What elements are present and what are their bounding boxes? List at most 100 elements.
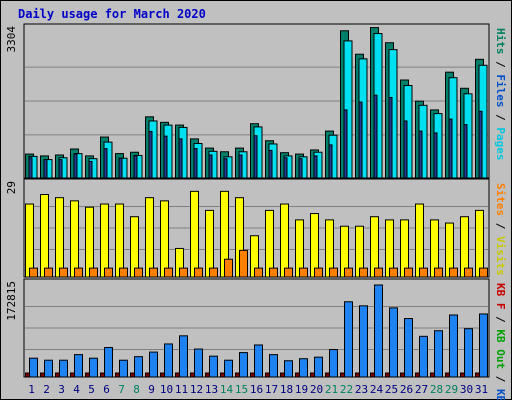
x-tick-label: 21 bbox=[325, 383, 338, 396]
x-tick-label: 29 bbox=[445, 383, 458, 396]
bar-kb-in bbox=[404, 318, 413, 378]
bar-sites bbox=[314, 267, 323, 278]
bar-kb-in bbox=[224, 359, 233, 378]
bar-kb-in bbox=[74, 354, 83, 378]
bar-files bbox=[73, 153, 78, 179]
bar-kb-in bbox=[419, 335, 428, 378]
bar-sites bbox=[299, 267, 308, 278]
bar-files bbox=[433, 132, 438, 179]
bar-visits bbox=[40, 194, 49, 278]
x-tick-label: 16 bbox=[250, 383, 263, 396]
bar-visits bbox=[310, 213, 319, 278]
bar-visits bbox=[190, 190, 199, 278]
bar-files bbox=[268, 149, 273, 179]
bar-sites bbox=[104, 267, 113, 278]
bar-visits bbox=[145, 197, 154, 278]
bar-kb-in bbox=[254, 344, 263, 378]
bar-sites bbox=[449, 267, 458, 278]
bar-sites bbox=[179, 267, 188, 278]
x-tick-label: 27 bbox=[415, 383, 428, 396]
x-tick-label: 30 bbox=[460, 383, 473, 396]
bar-sites bbox=[329, 267, 338, 278]
bar-files bbox=[298, 158, 303, 179]
bar-visits bbox=[280, 203, 289, 278]
bar-sites bbox=[434, 267, 443, 278]
x-tick-label: 4 bbox=[73, 383, 80, 396]
x-tick-label: 2 bbox=[43, 383, 50, 396]
bar-files bbox=[133, 155, 138, 179]
bar-kb-in bbox=[209, 355, 218, 378]
bar-files bbox=[28, 157, 33, 179]
legend-entry: / bbox=[494, 108, 507, 128]
bar-sites bbox=[119, 267, 128, 278]
bar-kb-in bbox=[59, 359, 68, 378]
bar-sites bbox=[359, 267, 368, 278]
bar-sites bbox=[269, 267, 278, 278]
x-tick-label: 24 bbox=[370, 383, 384, 396]
x-tick-label: 26 bbox=[400, 383, 413, 396]
bar-kb-in bbox=[359, 305, 368, 378]
x-tick-label: 23 bbox=[355, 383, 368, 396]
bar-kb-in bbox=[89, 357, 98, 378]
x-tick-label: 7 bbox=[118, 383, 125, 396]
x-tick-label: 15 bbox=[235, 383, 248, 396]
legend-entry: Sites bbox=[494, 183, 507, 216]
bar-files bbox=[43, 159, 48, 179]
x-tick-label: 19 bbox=[295, 383, 308, 396]
bar-kb-in bbox=[164, 343, 173, 378]
legend-1: Hits / Files / Pages bbox=[494, 28, 507, 161]
legend-entry: KB F bbox=[494, 283, 507, 310]
bar-sites bbox=[149, 267, 158, 278]
bar-sites bbox=[89, 267, 98, 278]
bar-files bbox=[238, 154, 243, 179]
bar-files bbox=[358, 101, 363, 179]
bar-files bbox=[178, 138, 183, 179]
bar-visits bbox=[25, 203, 34, 278]
x-tick-label: 1 bbox=[28, 383, 35, 396]
bar-visits bbox=[55, 197, 64, 278]
bar-visits bbox=[265, 209, 274, 278]
x-tick-label: 28 bbox=[430, 383, 443, 396]
bar-kb-in bbox=[119, 359, 128, 378]
bar-files bbox=[448, 118, 453, 179]
bar-files bbox=[253, 135, 258, 179]
bar-visits bbox=[115, 203, 124, 278]
x-tick-label: 25 bbox=[385, 383, 398, 396]
bar-sites bbox=[224, 258, 233, 278]
legend-entry: KB In bbox=[494, 389, 507, 400]
bar-visits bbox=[70, 200, 79, 278]
bar-files bbox=[58, 159, 63, 179]
legend-2: Sites / Visits bbox=[494, 183, 507, 276]
bar-sites bbox=[404, 267, 413, 278]
bar-kb-in bbox=[179, 335, 188, 378]
bar-files bbox=[418, 130, 423, 179]
panel2-ymax-label: 29 bbox=[5, 181, 18, 194]
x-tick-label: 3 bbox=[58, 383, 65, 396]
bar-kb-in bbox=[194, 348, 203, 378]
bar-files bbox=[313, 155, 318, 179]
bar-kb-in bbox=[479, 313, 488, 378]
bar-sites bbox=[464, 267, 473, 278]
bar-files bbox=[193, 148, 198, 179]
bar-sites bbox=[59, 267, 68, 278]
x-tick-label: 31 bbox=[475, 383, 488, 396]
bar-sites bbox=[194, 267, 203, 278]
legend-entry: Visits bbox=[494, 236, 507, 276]
bar-files bbox=[463, 124, 468, 179]
bar-visits bbox=[160, 200, 169, 278]
bar-kb-in bbox=[464, 328, 473, 378]
bar-visits bbox=[85, 206, 94, 278]
bar-sites bbox=[284, 267, 293, 278]
bar-visits bbox=[415, 203, 424, 278]
panel3-ymax-label: 172815 bbox=[5, 281, 18, 321]
bar-kb-in bbox=[29, 357, 38, 378]
x-tick-label: 6 bbox=[103, 383, 110, 396]
bar-kb-in bbox=[284, 360, 293, 378]
bar-files bbox=[208, 154, 213, 179]
bar-files bbox=[283, 157, 288, 179]
legend-entry: / bbox=[494, 310, 507, 330]
bar-sites bbox=[164, 267, 173, 278]
bar-kb-in bbox=[134, 356, 143, 378]
bar-sites bbox=[44, 267, 53, 278]
